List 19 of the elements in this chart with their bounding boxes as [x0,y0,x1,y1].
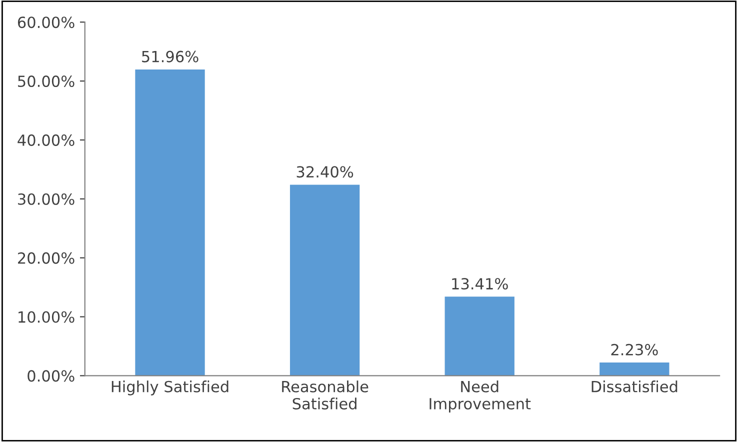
data-label: 32.40% [296,166,354,178]
y-tick-label: 60.00% [18,16,74,28]
bar [290,184,360,376]
y-tick-label: 50.00% [18,76,74,88]
x-tick-label: Reasonable Satisfied [282,380,368,410]
bar [135,69,205,376]
data-label: 13.41% [452,278,508,290]
x-tick-label: Highly Satisfied [112,380,228,396]
data-label: 51.96% [142,50,198,62]
y-tick-label: 30.00% [18,193,74,205]
bar [600,362,670,376]
data-label: 2.23% [611,344,658,356]
x-tick-label: Need Improvement [430,380,531,412]
y-tick-label: 20.00% [18,252,74,264]
y-tick-label: 0.00% [28,370,74,382]
y-tick-label: 40.00% [18,134,74,146]
x-tick-label: Dissatisfied [592,380,678,392]
bar [444,296,514,376]
y-tick-label: 10.00% [18,311,74,323]
